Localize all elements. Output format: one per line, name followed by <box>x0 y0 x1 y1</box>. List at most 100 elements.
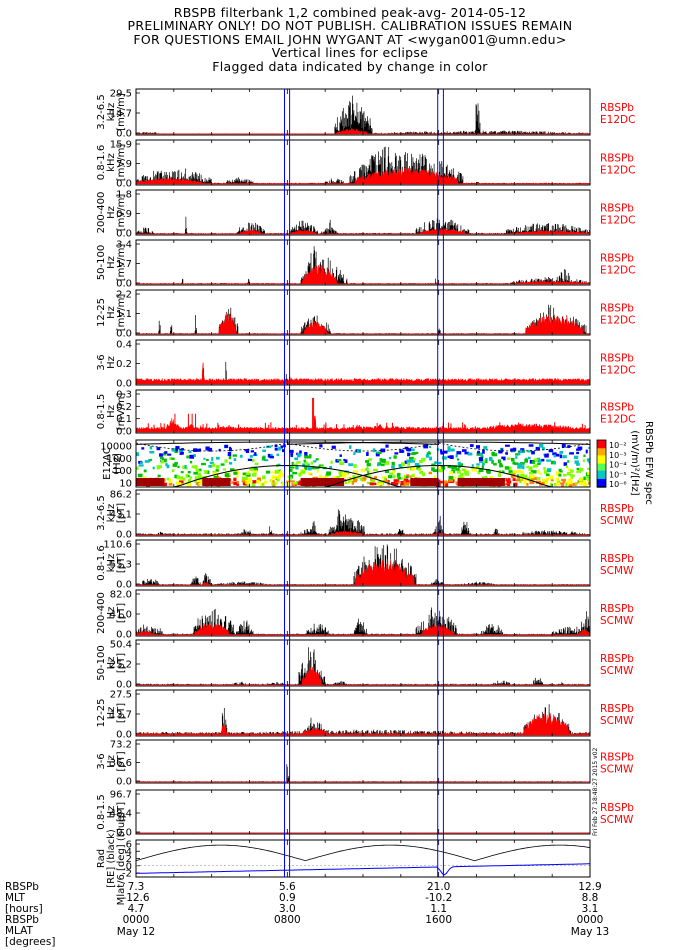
spec-cell <box>331 445 336 449</box>
spec-cell <box>456 451 462 455</box>
panel-data <box>136 216 590 235</box>
spec-cell <box>276 478 280 482</box>
x-tick-label: 0000 <box>123 914 150 926</box>
spec-cell <box>326 471 332 476</box>
panel-tag-line1: RBSPb <box>600 303 634 315</box>
spec-cell <box>464 473 469 476</box>
spec-cell <box>406 474 410 478</box>
spec-cell <box>172 448 176 452</box>
ylabel-line: [pT] <box>116 751 127 771</box>
spec-cell <box>260 482 263 487</box>
panel-data <box>136 146 590 185</box>
colorbar-tick: 10⁻³ <box>609 451 627 460</box>
spec-cell <box>431 467 435 471</box>
spec-cell <box>528 444 534 447</box>
spec-cell <box>251 482 256 487</box>
spec-cell <box>587 467 590 470</box>
y-tick-label: 4 <box>126 847 132 858</box>
spec-cell <box>384 461 390 465</box>
colorbar-step <box>597 448 606 450</box>
y-tick-label: 0.0 <box>116 828 132 839</box>
panel-tag-line2: SCMW <box>600 615 634 627</box>
y-tick-label: 1000 <box>107 454 132 465</box>
spec-cell <box>277 469 281 472</box>
x-tick-label: 4.7 <box>128 903 145 915</box>
spec-cell <box>299 450 302 454</box>
x-tick-label: 1600 <box>425 914 452 926</box>
ylabel-line: 3.2-6.5 <box>96 94 107 129</box>
spec-band <box>202 478 231 486</box>
spec-cell <box>451 465 456 469</box>
spec-cell <box>529 480 535 484</box>
spec-cell <box>407 452 411 457</box>
spec-cell <box>422 472 426 477</box>
spec-cell <box>447 455 452 459</box>
spec-cell <box>482 459 486 463</box>
spec-cell <box>510 448 514 452</box>
spec-cell <box>224 444 229 449</box>
x-tick-label: -12.6 <box>122 892 149 904</box>
spec-cell <box>350 478 354 482</box>
spec-cell <box>247 471 250 474</box>
y-tick-label: 15.9 <box>110 140 132 151</box>
spec-cell <box>359 477 365 481</box>
spec-cell <box>163 478 166 482</box>
spec-cell <box>161 458 167 463</box>
spec-cell <box>211 463 216 467</box>
ylabel-line: kHz <box>106 554 117 573</box>
spec-cell <box>521 465 525 470</box>
spec-cell <box>200 480 204 484</box>
panel-data <box>136 647 590 686</box>
spec-cell <box>526 482 529 486</box>
spec-cell <box>270 480 275 483</box>
panel-data <box>136 607 590 636</box>
x-tick-label: -10.2 <box>425 892 452 904</box>
spec-cell <box>169 457 172 461</box>
y-tick-label: 3.4 <box>116 240 132 251</box>
spec-cell <box>438 466 442 470</box>
colorbar-step <box>597 484 606 487</box>
ylabel-line: [mV/m] <box>116 194 127 232</box>
spec-cell <box>566 482 570 486</box>
spec-cell <box>440 451 445 455</box>
ylabel-line: Hz <box>106 306 117 319</box>
spec-cell <box>365 460 370 463</box>
spec-cell <box>512 461 516 465</box>
panel-tag-line1: RBSPb <box>600 503 634 515</box>
ylabel-line: 0.8-1.5 <box>96 394 107 429</box>
spec-cell <box>567 471 571 476</box>
spec-cell <box>532 476 537 481</box>
colorbar-step <box>597 451 606 454</box>
spec-cell <box>515 453 519 456</box>
spec-cell <box>233 458 237 462</box>
spec-cell <box>246 473 251 477</box>
spec-cell <box>513 462 519 465</box>
spec-cell <box>189 476 193 479</box>
spec-cell <box>563 473 567 477</box>
spec-cell <box>544 453 549 458</box>
spec-cell <box>394 452 399 455</box>
spec-cell <box>502 457 506 461</box>
spec-cell <box>254 462 259 465</box>
spec-cell <box>330 460 333 464</box>
y-tick-label: 100 <box>113 466 132 477</box>
y-tick-label: -2 <box>122 869 132 880</box>
spec-cell <box>449 455 454 460</box>
spec-cell <box>181 448 184 451</box>
spec-cell <box>515 456 518 459</box>
y-tick-label: 1.1 <box>116 309 132 320</box>
spec-cell <box>141 447 145 450</box>
spec-cell <box>437 480 443 484</box>
panel-tag-line1: RBSPb <box>600 353 634 365</box>
colorbar-step <box>597 460 606 462</box>
spec-cell <box>478 457 483 461</box>
spec-cell <box>573 455 579 459</box>
colorbar-step <box>597 465 606 468</box>
spec-cell <box>517 477 521 482</box>
spec-cell <box>537 459 542 463</box>
spec-cell <box>436 468 440 473</box>
spec-cell <box>505 444 510 447</box>
